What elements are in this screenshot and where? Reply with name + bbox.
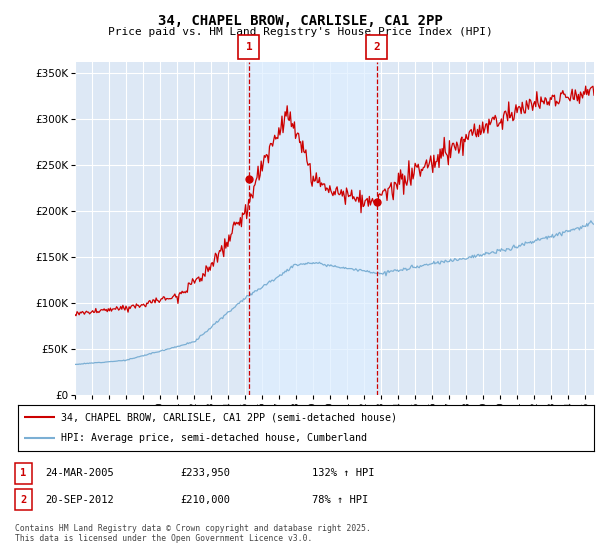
Text: 34, CHAPEL BROW, CARLISLE, CA1 2PP (semi-detached house): 34, CHAPEL BROW, CARLISLE, CA1 2PP (semi…: [61, 412, 397, 422]
Text: 1: 1: [20, 468, 26, 478]
Text: £210,000: £210,000: [180, 494, 230, 505]
Text: 78% ↑ HPI: 78% ↑ HPI: [312, 494, 368, 505]
Text: Price paid vs. HM Land Registry's House Price Index (HPI): Price paid vs. HM Land Registry's House …: [107, 27, 493, 37]
Text: HPI: Average price, semi-detached house, Cumberland: HPI: Average price, semi-detached house,…: [61, 433, 367, 444]
Text: 1: 1: [245, 42, 252, 52]
Text: Contains HM Land Registry data © Crown copyright and database right 2025.
This d: Contains HM Land Registry data © Crown c…: [15, 524, 371, 543]
Text: 34, CHAPEL BROW, CARLISLE, CA1 2PP: 34, CHAPEL BROW, CARLISLE, CA1 2PP: [158, 14, 442, 28]
Text: 2: 2: [20, 494, 26, 505]
Text: 24-MAR-2005: 24-MAR-2005: [45, 468, 114, 478]
Text: 132% ↑ HPI: 132% ↑ HPI: [312, 468, 374, 478]
Bar: [249, 62, 377, 395]
Text: 2: 2: [373, 42, 380, 52]
Text: £233,950: £233,950: [180, 468, 230, 478]
Text: 20-SEP-2012: 20-SEP-2012: [45, 494, 114, 505]
